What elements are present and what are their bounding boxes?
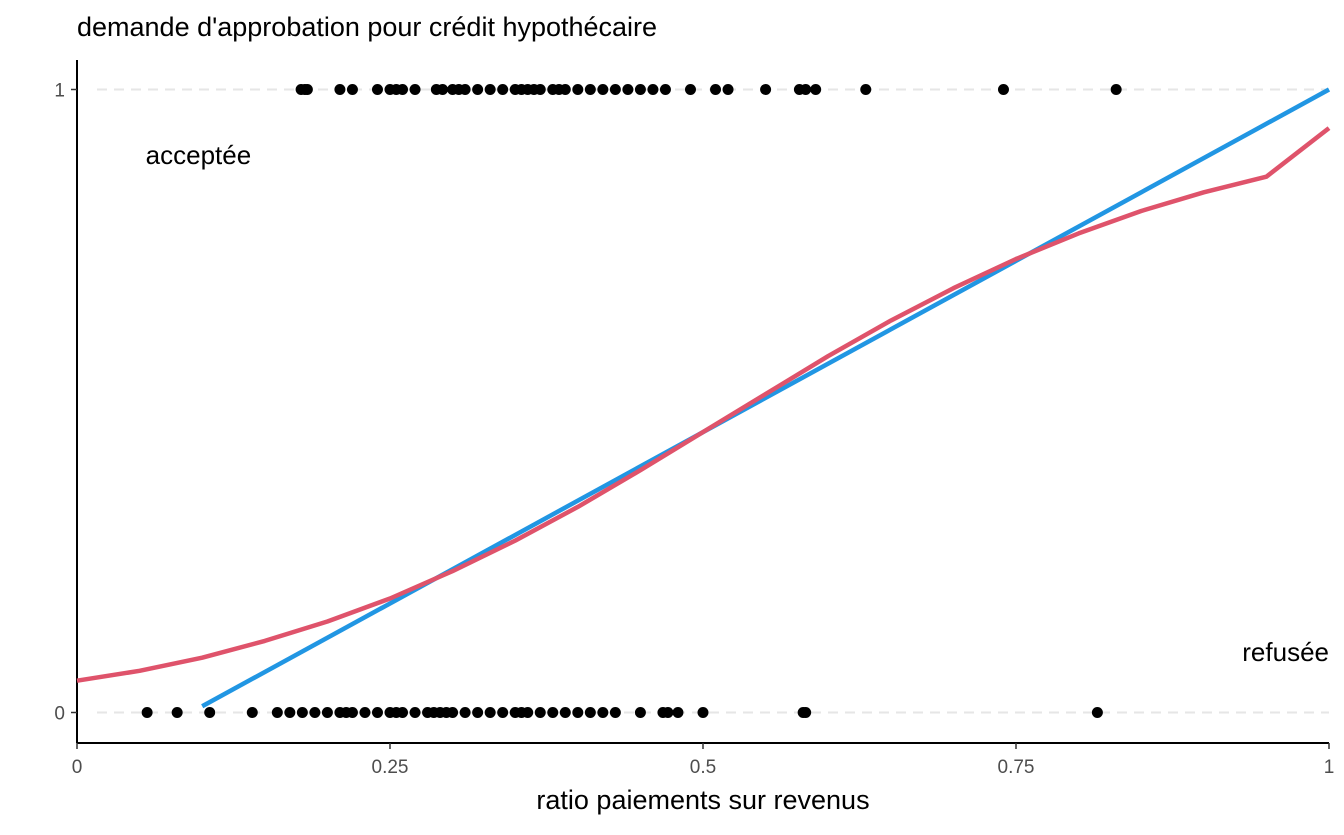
data-points: [141, 84, 1122, 718]
point-accepted: [710, 84, 722, 95]
point-refused: [634, 707, 646, 718]
point-refused: [447, 707, 459, 718]
chart-title: demande d'approbation pour crédit hypoth…: [77, 12, 657, 42]
point-refused: [321, 707, 333, 718]
point-accepted: [597, 84, 609, 95]
fit-lines: [76, 87, 1331, 709]
point-refused: [609, 707, 621, 718]
point-refused: [171, 707, 183, 718]
point-accepted: [572, 84, 584, 95]
logistic-fit-curve: [76, 126, 1331, 683]
x-tick-label: 0.75: [998, 757, 1035, 778]
y-tick-label: 0: [54, 704, 65, 725]
point-refused: [472, 707, 484, 718]
point-accepted: [647, 84, 659, 95]
point-accepted: [659, 84, 671, 95]
point-refused: [672, 707, 684, 718]
point-refused: [597, 707, 609, 718]
point-accepted: [484, 84, 496, 95]
point-refused: [559, 707, 571, 718]
point-refused: [246, 707, 258, 718]
point-accepted: [397, 84, 409, 95]
x-ticks: 0 0.25 0.5 0.75 1: [72, 743, 1335, 778]
point-refused: [371, 707, 383, 718]
point-accepted: [860, 84, 872, 95]
point-refused: [522, 707, 534, 718]
point-accepted: [622, 84, 634, 95]
x-tick-label: 1: [1324, 757, 1335, 778]
point-accepted: [559, 84, 571, 95]
point-refused: [271, 707, 283, 718]
point-accepted: [437, 84, 449, 95]
y-tick-label: 1: [54, 81, 65, 102]
point-accepted: [497, 84, 509, 95]
point-accepted: [800, 84, 812, 95]
point-refused: [346, 707, 358, 718]
y-ticks: 01: [54, 81, 77, 725]
point-accepted: [1110, 84, 1122, 95]
point-refused: [497, 707, 509, 718]
x-tick-label: 0.5: [690, 757, 716, 778]
point-accepted: [334, 84, 346, 95]
point-refused: [409, 707, 421, 718]
point-refused: [800, 707, 812, 718]
point-accepted: [472, 84, 484, 95]
point-accepted: [634, 84, 646, 95]
point-accepted: [346, 84, 358, 95]
x-tick-label: 0.25: [372, 757, 409, 778]
annotation-accepted: acceptée: [146, 140, 252, 170]
x-tick-label: 0: [72, 757, 83, 778]
point-accepted: [810, 84, 822, 95]
point-refused: [547, 707, 559, 718]
point-refused: [397, 707, 409, 718]
point-accepted: [722, 84, 734, 95]
point-refused: [204, 707, 216, 718]
point-accepted: [609, 84, 621, 95]
point-accepted: [997, 84, 1009, 95]
point-accepted: [760, 84, 772, 95]
point-accepted: [301, 84, 313, 95]
point-refused: [1091, 707, 1103, 718]
point-refused: [534, 707, 546, 718]
point-refused: [572, 707, 584, 718]
annotation-refused: refusée: [1242, 637, 1329, 667]
point-refused: [141, 707, 153, 718]
point-accepted: [534, 84, 546, 95]
point-refused: [484, 707, 496, 718]
point-refused: [584, 707, 596, 718]
point-refused: [662, 707, 674, 718]
point-refused: [296, 707, 308, 718]
point-accepted: [459, 84, 471, 95]
point-refused: [697, 707, 709, 718]
linear-fit-line: [201, 87, 1331, 709]
point-refused: [359, 707, 371, 718]
point-accepted: [584, 84, 596, 95]
point-refused: [309, 707, 321, 718]
point-accepted: [684, 84, 696, 95]
point-accepted: [371, 84, 383, 95]
point-accepted: [409, 84, 421, 95]
point-refused: [284, 707, 296, 718]
grid-lines: [97, 88, 1329, 714]
point-refused: [459, 707, 471, 718]
x-axis-title: ratio paiements sur revenus: [536, 785, 869, 815]
